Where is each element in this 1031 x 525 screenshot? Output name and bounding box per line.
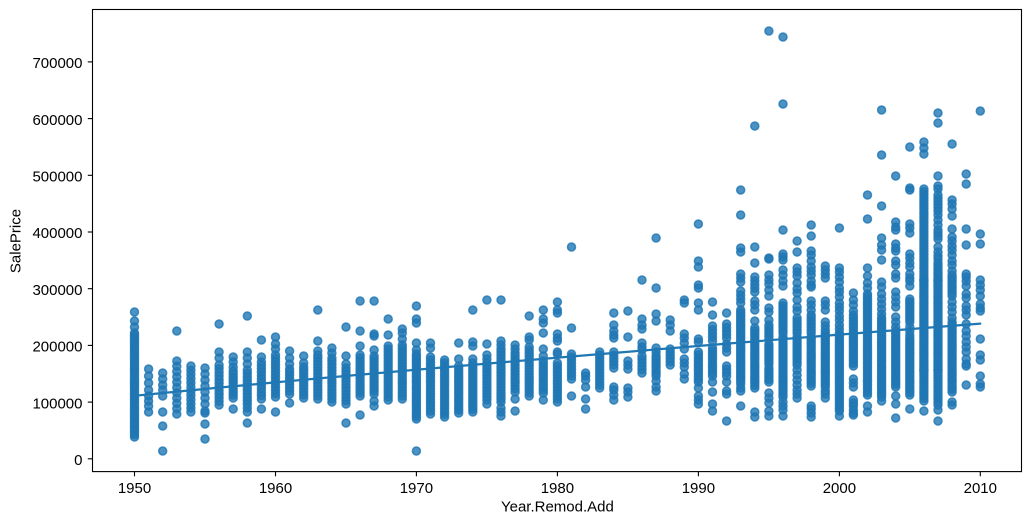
- svg-text:1950: 1950: [118, 480, 151, 497]
- svg-text:0: 0: [74, 452, 82, 469]
- svg-text:100000: 100000: [32, 395, 82, 412]
- svg-text:1960: 1960: [259, 480, 292, 497]
- svg-text:Year.Remod.Add: Year.Remod.Add: [501, 499, 614, 516]
- svg-text:1990: 1990: [682, 480, 715, 497]
- svg-text:2000: 2000: [823, 480, 856, 497]
- svg-text:300000: 300000: [32, 282, 82, 299]
- svg-text:400000: 400000: [32, 225, 82, 242]
- svg-text:1980: 1980: [541, 480, 574, 497]
- svg-text:700000: 700000: [32, 55, 82, 72]
- svg-text:500000: 500000: [32, 169, 82, 186]
- svg-text:1970: 1970: [400, 480, 433, 497]
- svg-text:200000: 200000: [32, 339, 82, 356]
- svg-text:600000: 600000: [32, 112, 82, 129]
- svg-text:SalePrice: SalePrice: [8, 209, 25, 273]
- svg-text:2010: 2010: [964, 480, 997, 497]
